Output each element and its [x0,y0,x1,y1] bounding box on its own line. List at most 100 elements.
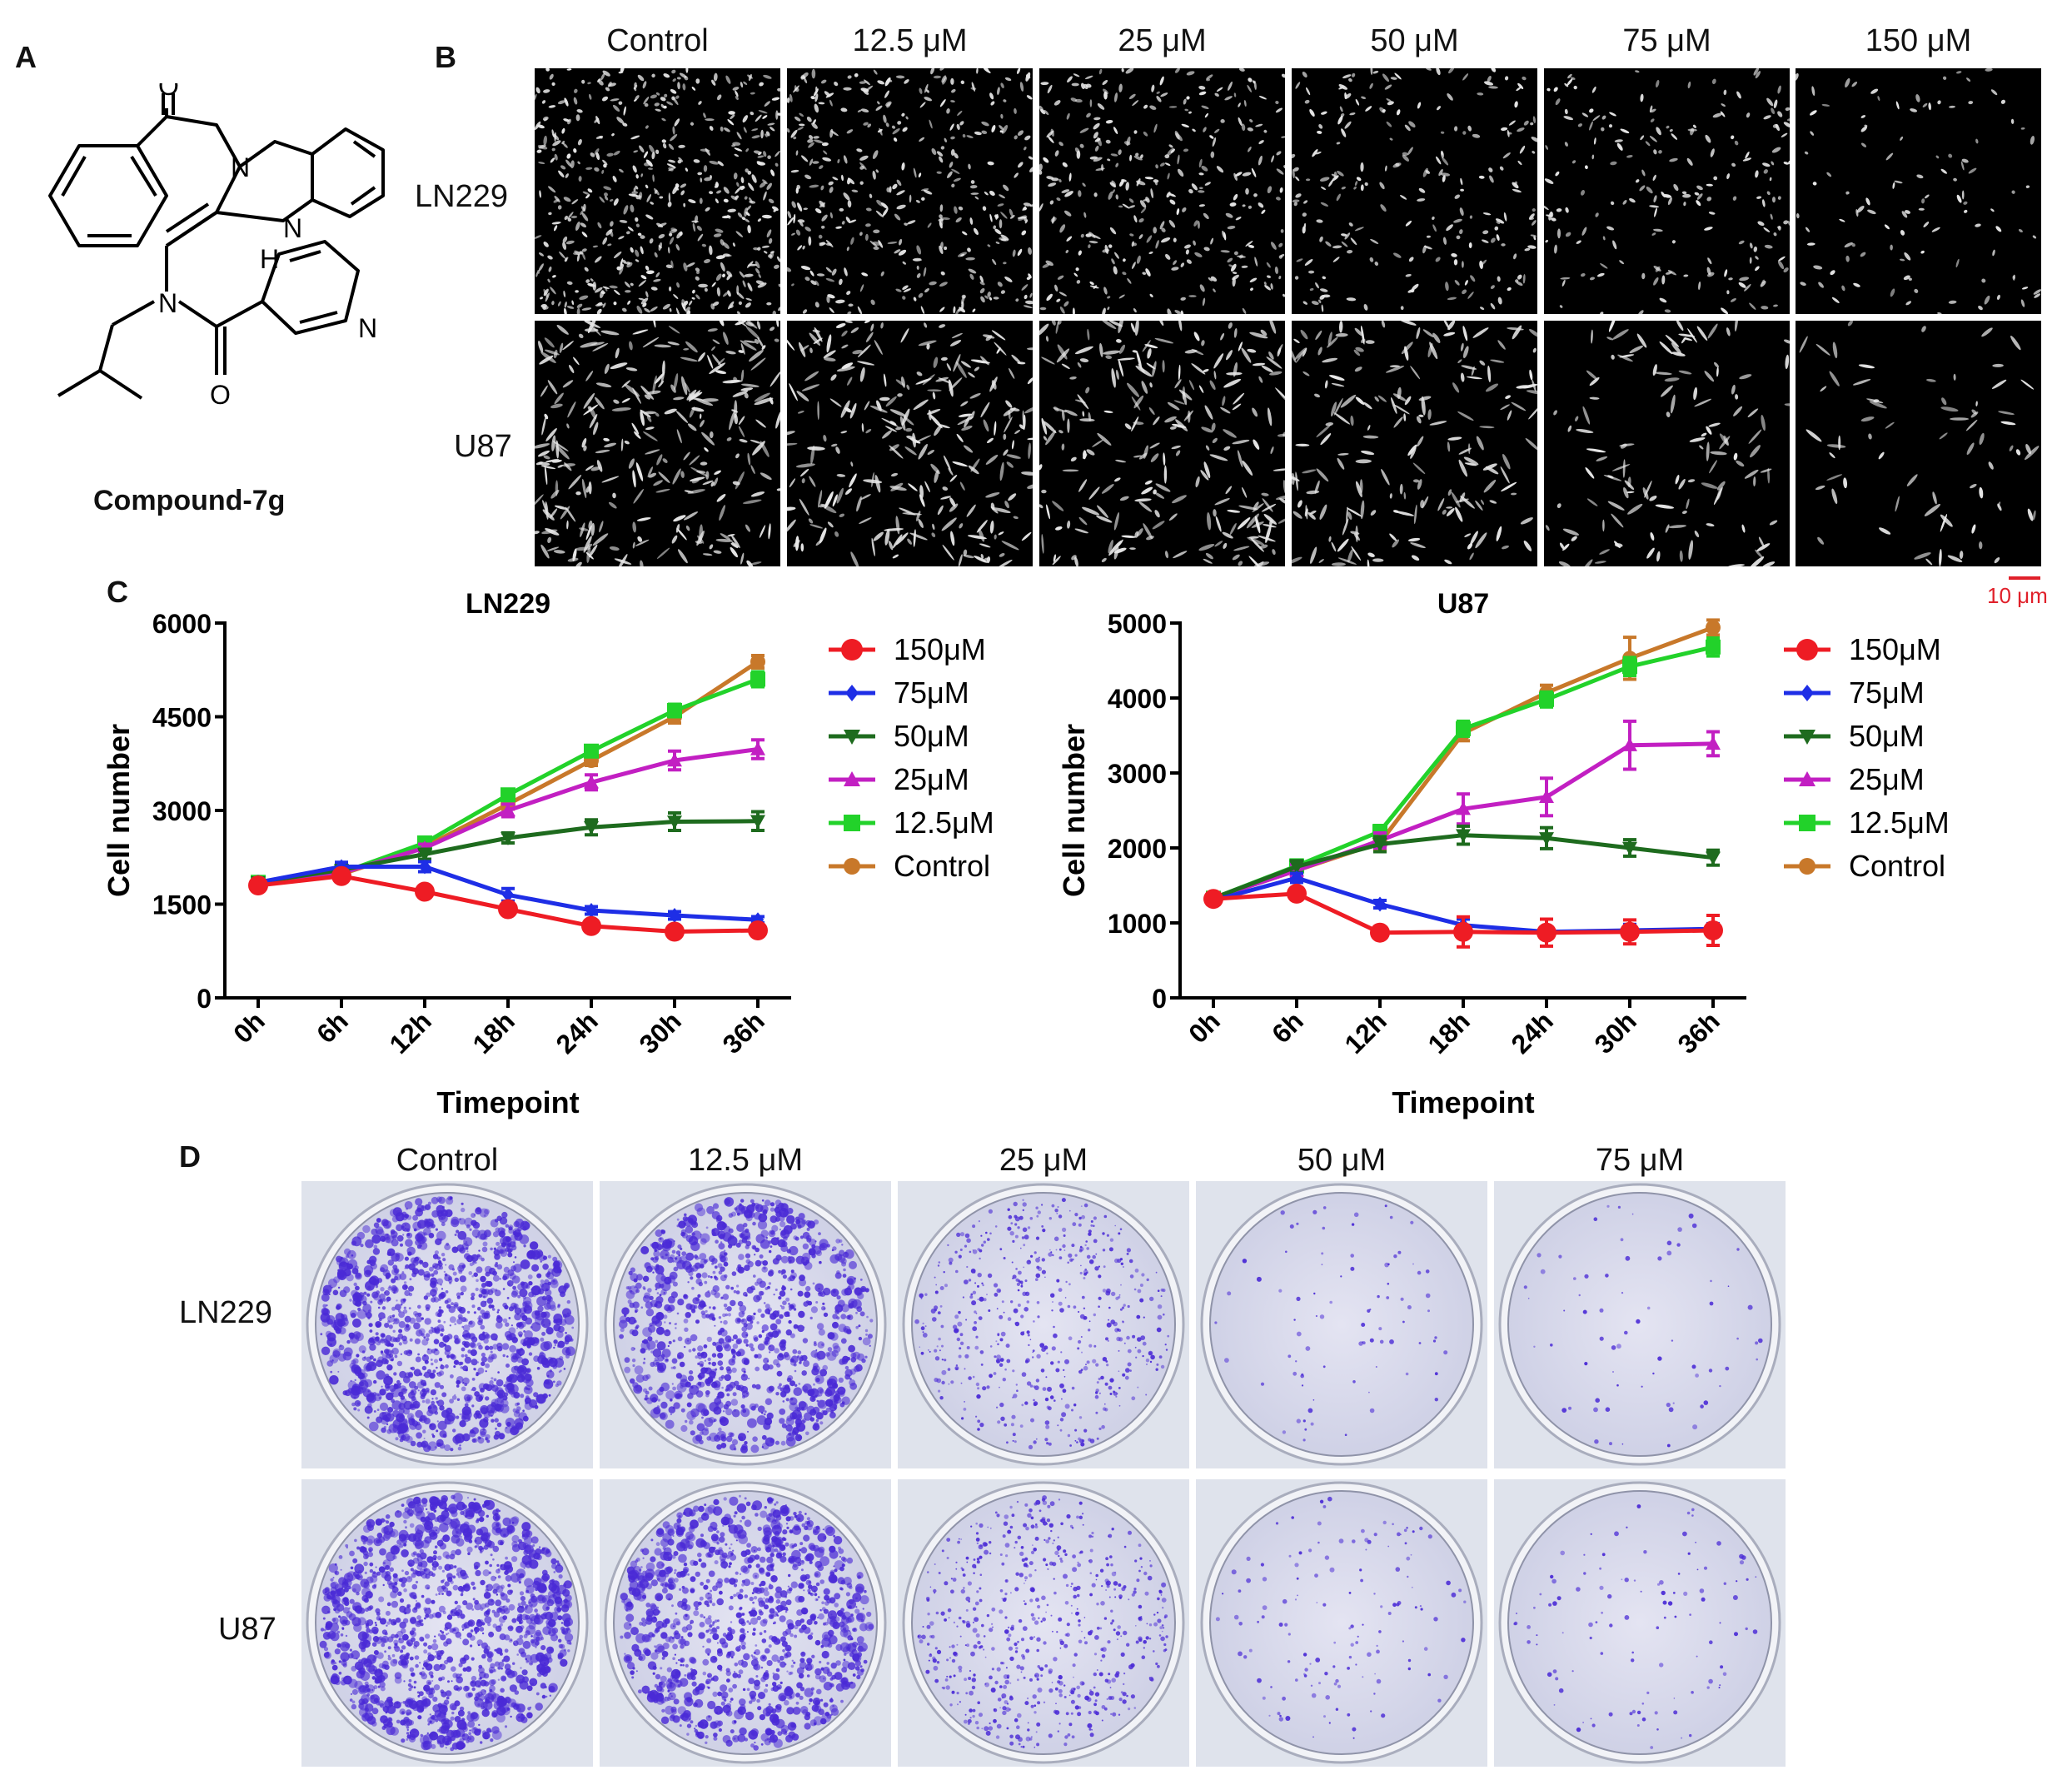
x-tick-label: 12h [384,1005,437,1059]
x-tick-label: 30h [634,1005,687,1059]
colony-dish [898,1181,1189,1468]
data-point [665,921,685,942]
y-tick-label: 3000 [1108,759,1167,789]
legend-label: 75μM [1849,676,1925,710]
data-point [331,865,351,886]
legend-item: 75μM [829,676,969,710]
series-12.5μM [251,670,765,890]
data-point [1539,789,1554,803]
panel-b-row-label-u87: U87 [454,429,512,464]
x-tick-label: 24h [1506,1005,1559,1059]
panel-b-col-header: 25 μM [1118,23,1207,58]
x-tick-label: 24h [550,1005,604,1059]
panel-d-col-header: 50 μM [1297,1143,1387,1178]
data-point [1287,883,1307,904]
y-tick-label: 4500 [152,703,212,733]
atom-h1: H [260,244,279,274]
x-tick-label: 36h [717,1005,770,1059]
colony-dish [600,1479,891,1767]
series-150μM [248,865,768,942]
legend-item: Control [829,849,990,883]
data-point [1372,838,1387,852]
data-point [1373,896,1387,912]
legend-label: 12.5μM [1849,805,1950,840]
data-point [1456,829,1471,843]
colony-dish [1196,1479,1487,1767]
panel-d-col-header: 75 μM [1595,1143,1685,1178]
legend-label: 150μM [1849,632,1941,666]
data-point [1801,685,1814,701]
data-point [1706,735,1721,750]
chemical-structure: O N N H N N O [48,83,385,410]
data-point [1706,851,1721,865]
data-point [1622,737,1637,751]
legend-label: 25μM [1849,762,1925,796]
legend-label: 75μM [894,676,969,710]
x-tick-label: 36h [1672,1005,1726,1059]
chart-title: LN229 [466,588,550,620]
y-tick-label: 4000 [1108,684,1167,714]
x-tick-label: 0h [227,1005,271,1049]
panel-b-letter: B [435,40,456,74]
micrograph [1544,321,1790,566]
x-tick-label: 30h [1589,1005,1642,1059]
x-tick-label: 12h [1339,1005,1392,1059]
pyridine-ring [261,240,360,335]
data-point [1453,921,1473,942]
micrograph [1039,321,1285,566]
data-point [1620,921,1640,942]
x-axis-label: Timepoint [436,1085,579,1119]
x-axis-label: Timepoint [1392,1085,1534,1119]
chart-ln229: LN229 0 1500 3000 4500 6000 0h 6h 12h 18h 24h 30h 36… [102,588,994,1119]
atom-n1: N [231,152,250,182]
panel-b-col-header: 50 μM [1370,23,1459,58]
panel-d-col-header: 25 μM [999,1143,1088,1178]
series-Control [251,654,765,890]
y-tick-label: 3000 [152,796,212,826]
data-point [584,743,599,759]
x-tick-label: 18h [467,1005,520,1059]
micrograph [535,321,780,566]
atom-n2: N [283,213,302,243]
atom-n3: N [158,288,177,318]
series-line [1213,626,1714,900]
colony-dish [1494,1181,1786,1468]
legend-label: 50μM [894,719,969,753]
data-point [1706,639,1721,655]
data-point [845,685,859,701]
data-point [584,821,599,835]
micrograph [787,68,1033,314]
colony-dish [1196,1181,1487,1468]
panel-d-row-label-ln229: LN229 [179,1295,272,1330]
legend-item: 150μM [829,632,986,666]
data-point [501,787,516,803]
data-point [501,887,515,903]
y-tick-label: 5000 [1108,609,1167,639]
series-12.5μM [1206,636,1721,906]
y-tick-label: 0 [197,984,212,1014]
panel-d-row-label-u87: U87 [218,1612,276,1647]
data-point [844,771,860,786]
scale-bar [2009,576,2040,580]
panel-b-row-label-ln229: LN229 [415,179,508,214]
colony-dish [301,1479,593,1767]
legend-item: 25μM [829,762,969,796]
series-25μM [1206,719,1721,905]
y-axis-label: Cell number [1057,724,1091,897]
panel-b-col-header: 150 μM [1865,23,1972,58]
micrograph [1039,68,1285,314]
y-tick-label: 1000 [1108,909,1167,939]
micrograph [1292,68,1537,314]
compound-name: Compound-7g [93,485,286,516]
data-point [418,859,431,875]
data-point [750,815,765,829]
legend-label: Control [1849,849,1945,883]
colony-dish [600,1181,891,1468]
legend-item: 75μM [1784,676,1925,710]
data-point [417,848,432,862]
legend-label: 12.5μM [894,805,994,840]
legend-item: 12.5μM [829,805,994,840]
legend-item: 25μM [1784,762,1925,796]
colony-dish [1494,1479,1786,1767]
data-point [1796,639,1818,661]
